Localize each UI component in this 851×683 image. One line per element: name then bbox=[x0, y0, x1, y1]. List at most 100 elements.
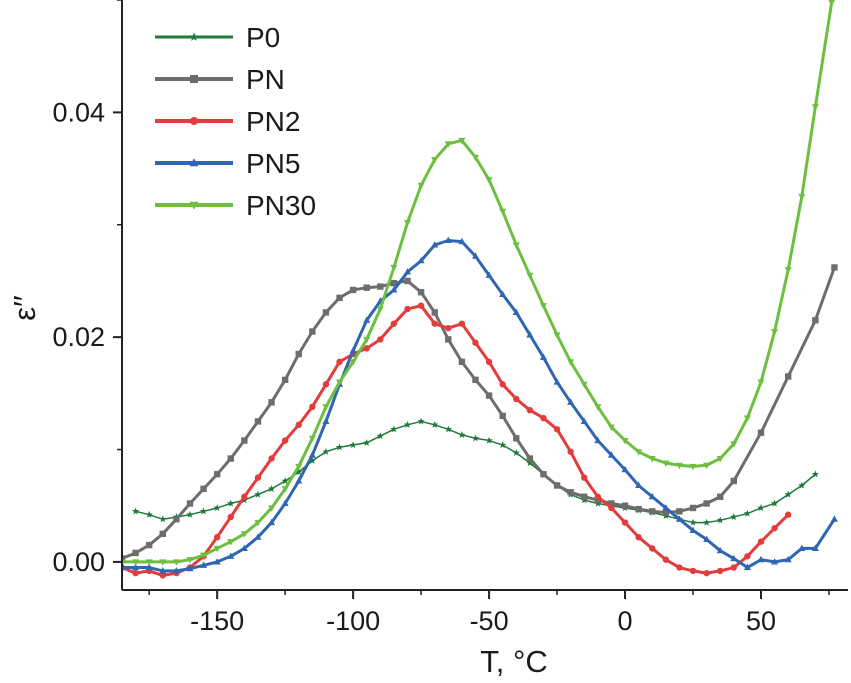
data-point-pn2 bbox=[757, 538, 765, 545]
legend-label-pn30: PN30 bbox=[246, 190, 316, 221]
data-point-pn2 bbox=[567, 448, 574, 455]
data-point-pn bbox=[173, 516, 180, 523]
data-point-pn bbox=[581, 493, 588, 500]
data-point-p0 bbox=[322, 447, 330, 455]
data-point-pn30 bbox=[295, 463, 303, 471]
data-point-pn bbox=[281, 376, 289, 384]
data-point-pn bbox=[635, 505, 642, 513]
data-point-pn bbox=[145, 541, 153, 549]
data-point-pn bbox=[621, 502, 629, 509]
data-point-pn30 bbox=[390, 264, 398, 272]
data-point-pn5 bbox=[716, 546, 724, 554]
data-point-pn2 bbox=[458, 320, 466, 327]
data-point-pn5 bbox=[784, 555, 792, 563]
data-point-pn30 bbox=[363, 336, 371, 344]
x-tick-label: -150 bbox=[190, 606, 244, 636]
data-point-pn5 bbox=[771, 558, 779, 565]
data-point-p0 bbox=[267, 485, 276, 492]
data-point-pn30 bbox=[240, 531, 248, 538]
legend-label-p0: P0 bbox=[246, 22, 280, 53]
data-point-pn5 bbox=[621, 465, 629, 473]
data-point-pn30 bbox=[771, 328, 779, 336]
data-point-pn30 bbox=[186, 557, 194, 564]
data-point-p0 bbox=[376, 432, 384, 440]
data-point-pn2 bbox=[581, 474, 588, 481]
data-point-pn bbox=[417, 288, 425, 296]
data-point-pn bbox=[431, 309, 438, 316]
data-point-pn30 bbox=[308, 435, 316, 443]
data-point-pn5 bbox=[254, 533, 262, 540]
data-point-pn5 bbox=[213, 558, 221, 565]
x-axis-title: T, °C bbox=[480, 644, 548, 679]
data-point-p0 bbox=[199, 507, 208, 515]
data-point-pn5 bbox=[567, 398, 575, 405]
data-point-pn30 bbox=[200, 552, 208, 560]
data-point-pn5 bbox=[539, 353, 547, 360]
data-point-pn bbox=[241, 437, 248, 444]
data-point-pn30 bbox=[811, 104, 819, 111]
data-point-pn bbox=[336, 294, 343, 302]
data-point-p0 bbox=[295, 468, 303, 476]
data-point-pn2 bbox=[404, 305, 411, 313]
data-point-p0 bbox=[458, 431, 466, 439]
data-point-pn5 bbox=[580, 417, 588, 424]
data-point-p0 bbox=[131, 507, 140, 515]
data-point-pn2 bbox=[309, 403, 316, 411]
data-point-pn bbox=[268, 399, 275, 406]
data-point-pn5 bbox=[281, 499, 289, 507]
data-point-pn bbox=[295, 350, 302, 358]
data-point-pn bbox=[689, 504, 697, 512]
data-point-pn2 bbox=[689, 567, 697, 575]
data-point-pn2 bbox=[254, 474, 262, 481]
data-point-pn5 bbox=[132, 563, 140, 571]
data-point-pn bbox=[186, 500, 194, 507]
x-tick-label: -50 bbox=[470, 606, 509, 636]
data-point-pn30 bbox=[471, 154, 480, 162]
data-point-pn5 bbox=[159, 567, 167, 574]
data-point-pn5 bbox=[268, 518, 276, 526]
data-point-p0 bbox=[431, 420, 439, 428]
legend-marker-pn2 bbox=[190, 117, 198, 125]
data-point-pn30 bbox=[322, 404, 330, 411]
data-point-p0 bbox=[471, 434, 480, 442]
data-point-pn bbox=[812, 317, 819, 324]
data-point-pn2 bbox=[472, 339, 479, 346]
data-point-p0 bbox=[811, 470, 820, 478]
data-point-pn bbox=[363, 284, 370, 291]
data-point-p0 bbox=[281, 477, 289, 485]
data-point-pn2 bbox=[377, 336, 384, 343]
data-point-pn5 bbox=[811, 544, 819, 551]
data-point-pn30 bbox=[703, 462, 711, 470]
data-point-pn5 bbox=[308, 451, 316, 458]
data-point-pn30 bbox=[784, 267, 792, 274]
data-point-pn5 bbox=[227, 552, 235, 559]
data-point-pn30 bbox=[376, 306, 384, 313]
data-point-p0 bbox=[689, 518, 697, 526]
data-point-pn5 bbox=[512, 308, 520, 315]
series-pn bbox=[122, 264, 838, 562]
data-point-pn30 bbox=[254, 520, 262, 527]
data-point-pn bbox=[213, 471, 221, 478]
data-point-p0 bbox=[499, 441, 507, 449]
data-point-p0 bbox=[444, 425, 452, 433]
data-point-pn bbox=[159, 530, 166, 538]
data-point-p0 bbox=[335, 443, 344, 451]
data-point-pn bbox=[322, 309, 330, 316]
data-point-pn30 bbox=[689, 463, 697, 471]
data-point-p0 bbox=[485, 436, 493, 444]
data-point-pn2 bbox=[784, 511, 792, 518]
data-point-pn5 bbox=[403, 268, 412, 275]
legend-marker-pn30 bbox=[189, 201, 199, 210]
data-point-pn2 bbox=[594, 493, 602, 500]
data-point-pn5 bbox=[635, 481, 643, 489]
data-point-pn30 bbox=[635, 449, 643, 456]
data-point-pn2 bbox=[159, 572, 166, 579]
data-point-pn bbox=[540, 471, 547, 478]
data-point-pn5 bbox=[675, 515, 683, 522]
data-point-pn2 bbox=[730, 564, 737, 571]
data-point-pn bbox=[717, 493, 724, 500]
data-point-p0 bbox=[159, 515, 167, 523]
data-point-pn bbox=[200, 485, 207, 493]
series-pn2 bbox=[122, 302, 792, 579]
